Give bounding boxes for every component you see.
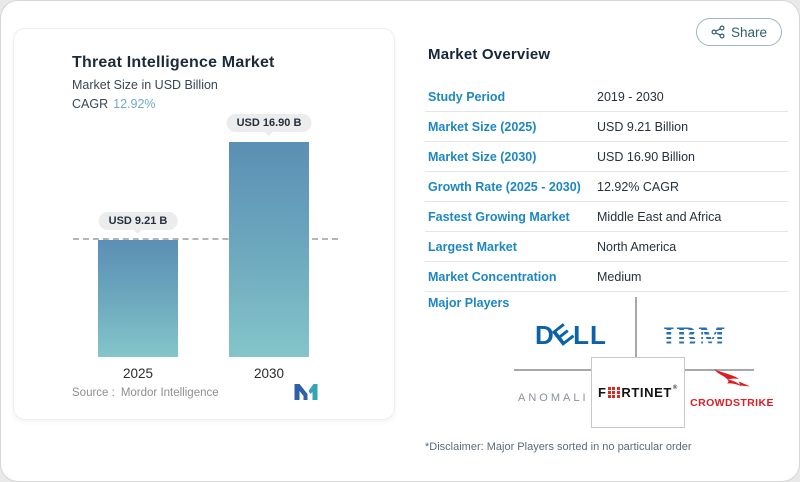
dell-logo: DELL (535, 317, 607, 352)
logo-grid-vertical-divider (635, 297, 637, 358)
overview-row-market-size-2030: Market Size (2030) USD 16.90 Billion (425, 142, 788, 172)
x-tick-2025: 2025 (122, 366, 154, 381)
overview-row-market-size-2025: Market Size (2025) USD 9.21 Billion (425, 112, 788, 142)
fortinet-logo: F RTINET ® (598, 385, 678, 400)
row-value: Middle East and Africa (597, 209, 722, 224)
bar-chart: USD 9.21 B 2025 USD 16.90 B 2030 (60, 114, 350, 381)
dell-letter: L (590, 320, 607, 350)
share-button[interactable]: Share (696, 18, 782, 46)
x-tick-2030: 2030 (253, 366, 285, 381)
crowdstrike-falcon-icon (684, 368, 780, 396)
fortinet-logo-card: F RTINET ® (591, 357, 685, 428)
chart-header: Threat Intelligence Market Market Size i… (72, 54, 275, 111)
bar-value-label-2025: USD 9.21 B (98, 212, 178, 230)
source-label: Source : (72, 387, 115, 399)
fortinet-grid-icon (608, 386, 620, 399)
row-value: North America (597, 239, 677, 254)
overview-row-market-concentration: Market Concentration Medium (425, 262, 788, 292)
reference-dashed-line (73, 238, 338, 240)
chart-source: Source : Mordor Intelligence (72, 387, 219, 399)
cagr-value: 12.92% (113, 97, 156, 111)
ibm-logo: IBM (663, 323, 727, 352)
chart-subtitle: Market Size in USD Billion (72, 78, 218, 92)
fortinet-letters: RTINET (621, 385, 672, 400)
major-players-label: Major Players (428, 296, 510, 310)
anomali-logo: ANOMALI (518, 392, 589, 404)
row-value: USD 9.21 Billion (597, 119, 689, 134)
overview-row-largest-market: Largest Market North America (425, 232, 788, 262)
source-name: Mordor Intelligence (120, 387, 219, 399)
bar-2025 (98, 240, 178, 357)
row-value: 2019 - 2030 (597, 89, 664, 104)
overview-row-fastest-growing-market: Fastest Growing Market Middle East and A… (425, 202, 788, 232)
row-label: Market Size (2030) (428, 149, 537, 164)
bar-value-label-2030: USD 16.90 B (226, 114, 312, 132)
fortinet-letter-f: F (598, 385, 607, 400)
row-label: Market Size (2025) (428, 119, 537, 134)
row-label: Study Period (428, 89, 506, 104)
row-value: Medium (597, 269, 642, 284)
disclaimer-text: *Disclaimer: Major Players sorted in no … (425, 441, 692, 453)
bar-group-2030: USD 16.90 B 2030 (226, 114, 312, 381)
row-value: USD 16.90 Billion (597, 149, 695, 164)
mordor-intelligence-logo-icon (293, 383, 319, 406)
cagr-label: CAGR (72, 97, 109, 111)
dell-letter: L (573, 320, 591, 350)
dell-letter: D (535, 320, 555, 350)
chart-title: Threat Intelligence Market (72, 54, 275, 71)
share-label: Share (730, 24, 768, 40)
overview-title: Market Overview (428, 46, 551, 63)
row-label: Market Concentration (428, 269, 557, 284)
chart-cagr: CAGR 12.92% (72, 97, 275, 111)
overview-table: Study Period 2019 - 2030 Market Size (20… (425, 82, 788, 292)
chart-card: Threat Intelligence Market Market Size i… (13, 28, 395, 420)
crowdstrike-wordmark: CROWDSTRIKE (690, 397, 774, 409)
fortinet-registered-mark: ® (672, 385, 678, 391)
overview-row-study-period: Study Period 2019 - 2030 (425, 82, 788, 112)
crowdstrike-logo: CROWDSTRIKE (684, 368, 780, 409)
share-icon (711, 25, 725, 39)
row-label: Largest Market (428, 239, 517, 254)
overview-row-growth-rate: Growth Rate (2025 - 2030) 12.92% CAGR (425, 172, 788, 202)
row-label: Growth Rate (2025 - 2030) (428, 179, 581, 194)
row-label: Fastest Growing Market (428, 209, 570, 224)
row-value: 12.92% CAGR (597, 179, 679, 194)
bar-2030 (229, 142, 309, 357)
bar-group-2025: USD 9.21 B 2025 (98, 212, 178, 381)
